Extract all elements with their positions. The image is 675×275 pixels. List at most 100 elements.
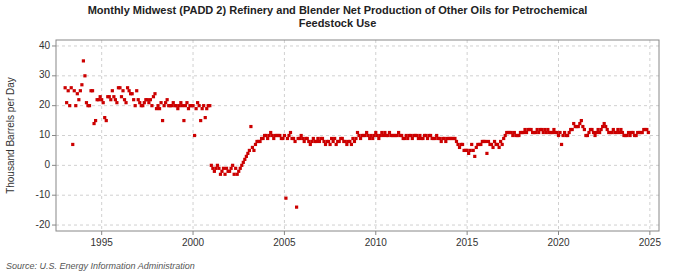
point	[191, 104, 194, 107]
tick-y	[52, 135, 56, 136]
point	[364, 134, 367, 137]
point	[365, 131, 368, 134]
point	[74, 104, 77, 107]
point	[444, 140, 447, 143]
point	[306, 137, 309, 140]
point	[94, 119, 97, 122]
grid-line-x	[467, 40, 468, 231]
point	[619, 128, 622, 131]
point	[269, 131, 272, 134]
point	[252, 149, 255, 152]
point	[371, 137, 374, 140]
point	[590, 128, 593, 131]
point	[268, 134, 271, 137]
point	[587, 131, 590, 134]
point	[170, 104, 173, 107]
point	[100, 98, 103, 101]
point	[525, 131, 528, 134]
point	[82, 59, 85, 62]
point	[604, 125, 607, 128]
point	[540, 128, 543, 131]
tick-label-x: 2015	[456, 237, 479, 248]
point	[138, 101, 141, 104]
point	[600, 128, 603, 131]
point	[135, 89, 138, 92]
point	[395, 134, 398, 137]
point	[479, 143, 482, 146]
point	[292, 137, 295, 140]
point	[112, 95, 115, 98]
point	[309, 143, 312, 146]
point	[99, 95, 102, 98]
point	[111, 89, 114, 92]
point	[132, 98, 135, 101]
point	[388, 131, 391, 134]
point	[134, 104, 137, 107]
point	[555, 131, 558, 134]
point	[625, 134, 628, 137]
point	[143, 101, 146, 104]
point	[367, 134, 370, 137]
point	[338, 140, 341, 143]
point	[632, 131, 635, 134]
point	[175, 104, 178, 107]
point	[205, 107, 208, 110]
point	[213, 170, 216, 173]
point	[249, 125, 252, 128]
point	[70, 86, 73, 89]
point	[546, 128, 549, 131]
point	[523, 128, 526, 131]
point	[303, 140, 306, 143]
point	[182, 119, 185, 122]
tick-x	[284, 231, 285, 235]
point	[545, 131, 548, 134]
point	[243, 158, 246, 161]
point	[415, 134, 418, 137]
tick-label-y: 10	[39, 129, 51, 140]
y-axis-label: Thousand Barrels per Day	[5, 77, 16, 194]
point	[356, 131, 359, 134]
point	[199, 119, 202, 122]
point	[298, 137, 301, 140]
point	[228, 170, 231, 173]
point	[293, 140, 296, 143]
point	[332, 140, 335, 143]
point	[115, 101, 118, 104]
point	[418, 134, 421, 137]
point	[127, 89, 130, 92]
point	[126, 86, 129, 89]
plot-frame	[56, 40, 659, 231]
point	[440, 140, 443, 143]
point	[443, 137, 446, 140]
point	[73, 89, 76, 92]
point	[146, 98, 149, 101]
point	[71, 143, 74, 146]
point	[208, 104, 211, 107]
point	[618, 131, 621, 134]
point	[397, 131, 400, 134]
point	[234, 167, 237, 170]
point	[310, 140, 313, 143]
point	[181, 104, 184, 107]
point	[179, 101, 182, 104]
point	[327, 140, 330, 143]
point	[522, 131, 525, 134]
point	[543, 128, 546, 131]
point	[204, 116, 207, 119]
point	[606, 128, 609, 131]
point	[421, 137, 424, 140]
point	[65, 101, 68, 104]
point	[284, 197, 287, 200]
point	[77, 98, 80, 101]
tick-x	[375, 231, 376, 235]
point	[490, 143, 493, 146]
point	[472, 149, 475, 152]
point	[552, 128, 555, 131]
point	[368, 137, 371, 140]
point	[467, 152, 470, 155]
point	[374, 131, 377, 134]
point	[344, 140, 347, 143]
point	[380, 131, 383, 134]
point	[265, 134, 268, 137]
point	[196, 101, 199, 104]
